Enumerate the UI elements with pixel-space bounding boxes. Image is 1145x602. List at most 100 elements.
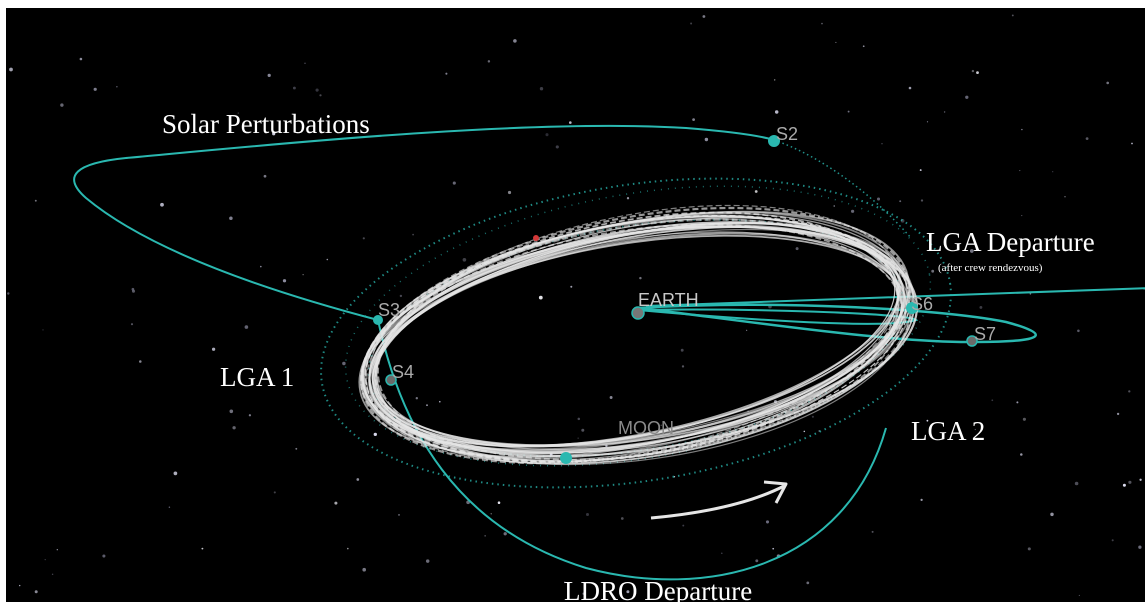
s6-label: S6: [911, 294, 933, 314]
star: [42, 329, 44, 331]
lga-departure-trajectory: [645, 287, 1145, 307]
star: [507, 190, 512, 195]
star: [773, 79, 776, 81]
star: [908, 86, 912, 90]
star: [34, 590, 38, 594]
star: [847, 110, 850, 113]
star: [490, 513, 492, 515]
earth-loop-inner: [637, 308, 919, 325]
star: [806, 581, 810, 585]
star: [609, 396, 613, 399]
star: [326, 258, 329, 261]
star: [7, 292, 10, 295]
star: [211, 347, 216, 351]
star: [173, 471, 178, 476]
star: [702, 15, 706, 18]
star: [881, 142, 883, 145]
lga1-annotation: LGA 1: [220, 362, 294, 392]
star: [334, 501, 338, 505]
star: [545, 133, 549, 137]
star: [1016, 401, 1019, 404]
star: [1022, 417, 1026, 421]
star: [1011, 14, 1014, 17]
star: [821, 22, 823, 25]
star: [570, 285, 573, 288]
star: [319, 94, 322, 97]
star: [538, 295, 543, 300]
star: [965, 95, 969, 99]
star: [555, 145, 559, 149]
star: [19, 584, 21, 587]
star: [399, 294, 403, 298]
star: [347, 547, 349, 550]
star: [487, 60, 491, 63]
star: [272, 132, 276, 136]
star: [497, 501, 501, 504]
star: [931, 269, 935, 273]
star: [1029, 293, 1032, 295]
star: [398, 514, 400, 516]
star: [34, 199, 37, 202]
star: [452, 181, 456, 185]
star: [116, 86, 118, 88]
star: [746, 329, 748, 331]
star: [772, 547, 775, 550]
star: [971, 69, 975, 73]
star: [1078, 594, 1080, 596]
star: [833, 205, 835, 207]
star: [295, 447, 298, 450]
star: [412, 233, 414, 236]
orbit-revolution: [371, 234, 908, 448]
star: [415, 397, 418, 400]
star: [1131, 142, 1133, 145]
star: [811, 415, 814, 418]
star: [229, 409, 234, 414]
moon-label: MOON: [618, 418, 674, 438]
star: [362, 567, 367, 572]
star: [862, 45, 865, 48]
curved-arrow-icon: [650, 480, 788, 520]
solar-perturbations-annotation: Solar Perturbations: [162, 109, 370, 139]
star: [582, 592, 585, 595]
star: [131, 287, 135, 291]
star: [425, 559, 430, 563]
star: [1139, 478, 1142, 481]
star: [342, 361, 346, 366]
star: [439, 400, 441, 403]
s3-label: S3: [378, 300, 400, 320]
star: [1128, 390, 1131, 393]
orbit-bundle: [358, 204, 918, 466]
s6-marker: [906, 302, 918, 314]
star: [1074, 481, 1079, 486]
star: [130, 323, 134, 326]
star: [577, 417, 581, 421]
s2-return-arc: [773, 139, 912, 239]
s3-marker: [373, 315, 383, 325]
star: [721, 552, 723, 554]
star: [690, 22, 693, 25]
orbit-revolution: [377, 223, 903, 461]
s2-marker: [768, 135, 780, 147]
star: [765, 520, 770, 524]
star: [503, 532, 507, 536]
star: [79, 57, 83, 61]
earth-loop-trajectory: [637, 303, 1037, 344]
star: [51, 573, 54, 576]
lga2-annotation: LGA 2: [911, 416, 985, 446]
star: [581, 428, 585, 432]
star: [920, 498, 923, 502]
star: [229, 216, 233, 220]
earth-marker: [631, 306, 645, 320]
star: [201, 547, 204, 550]
star: [620, 517, 624, 520]
star: [943, 111, 946, 113]
star: [356, 478, 360, 481]
star: [692, 118, 695, 121]
star: [1122, 483, 1126, 487]
star: [445, 72, 448, 75]
star: [979, 305, 983, 309]
star: [292, 86, 296, 90]
star: [44, 558, 46, 561]
dotted-halo-outer: [320, 177, 952, 489]
star: [273, 491, 276, 494]
